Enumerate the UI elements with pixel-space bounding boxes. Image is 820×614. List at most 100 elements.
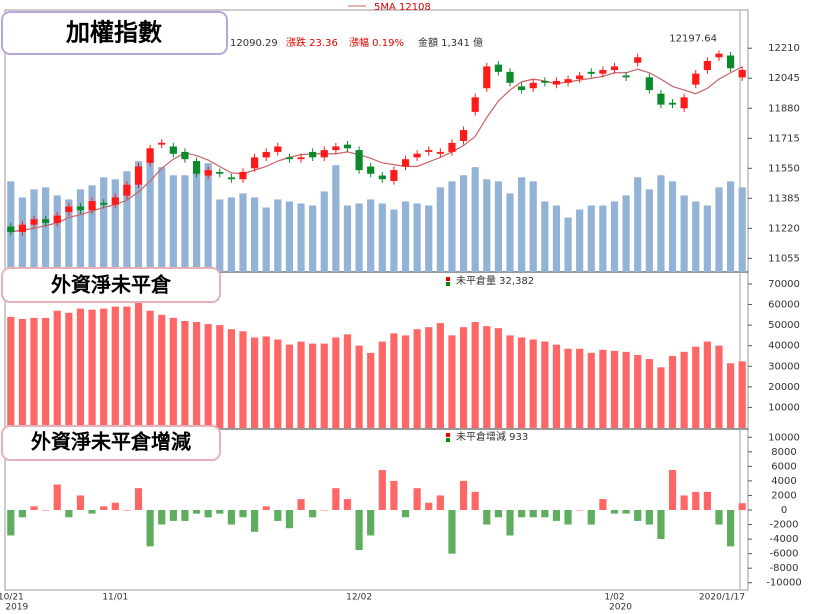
y-tick-label: 11055 bbox=[768, 253, 800, 264]
oi-bar bbox=[181, 320, 189, 428]
volume-bar bbox=[332, 165, 340, 272]
oi-bar bbox=[378, 341, 386, 428]
change-bar bbox=[622, 510, 630, 514]
candle-body bbox=[390, 170, 398, 182]
y-tick-label: 6000 bbox=[771, 461, 796, 472]
change-bar bbox=[65, 510, 73, 518]
candle-body bbox=[30, 219, 38, 225]
oi-bar bbox=[459, 327, 468, 428]
volume-bar bbox=[634, 177, 642, 272]
legend-swatch bbox=[446, 438, 450, 442]
candle-body bbox=[657, 93, 665, 105]
y-tick-label: 11715 bbox=[768, 133, 800, 144]
oi-bar bbox=[738, 361, 746, 428]
candle-body bbox=[645, 77, 653, 91]
oi-bar bbox=[587, 352, 595, 428]
change-bar bbox=[332, 488, 340, 510]
oi-bar bbox=[703, 341, 711, 428]
oi-bar bbox=[251, 337, 259, 428]
change-bar bbox=[378, 470, 386, 510]
change-bar bbox=[30, 506, 38, 510]
change-bar bbox=[680, 495, 688, 510]
header-change: 漲跌 23.36 bbox=[286, 36, 338, 49]
y-tick-label: -4000 bbox=[769, 534, 798, 545]
change-bar bbox=[169, 510, 177, 521]
y-tick-label: 8000 bbox=[771, 447, 796, 458]
volume-bar bbox=[227, 197, 235, 272]
oi-bar bbox=[634, 354, 642, 428]
volume-bar bbox=[262, 207, 270, 272]
candle-body bbox=[111, 197, 119, 205]
change-bar bbox=[274, 510, 282, 521]
volume-bar bbox=[111, 179, 119, 272]
change-bar bbox=[134, 488, 143, 510]
oi-bar bbox=[53, 310, 61, 428]
change-bar bbox=[645, 510, 653, 525]
change-bar bbox=[715, 510, 723, 525]
candle-body bbox=[332, 146, 340, 151]
volume-bar bbox=[448, 181, 456, 272]
volume-bar bbox=[506, 193, 514, 272]
volume-bar bbox=[645, 189, 653, 272]
panel-title: 加權指數 bbox=[66, 18, 162, 47]
oi-bar bbox=[401, 335, 410, 428]
x-tick-label: 2020/1/17 bbox=[699, 593, 745, 603]
volume-bar bbox=[680, 195, 688, 272]
oi-bar bbox=[622, 351, 630, 428]
x-tick-label: 11/01 bbox=[102, 593, 128, 603]
volume-bar bbox=[518, 177, 526, 272]
change-bar bbox=[413, 488, 421, 510]
change-bar bbox=[7, 510, 15, 536]
volume-bar bbox=[123, 171, 131, 272]
oi-bar bbox=[123, 306, 131, 428]
y-tick-label: 4000 bbox=[771, 476, 796, 487]
oi-bar bbox=[42, 317, 50, 428]
oi-bar bbox=[262, 336, 270, 428]
oi-bar bbox=[111, 306, 119, 428]
y-tick-label: 30000 bbox=[768, 361, 800, 372]
change-bar bbox=[216, 510, 224, 514]
candle-body bbox=[401, 159, 410, 167]
title-box bbox=[1, 267, 221, 303]
change-bar bbox=[239, 510, 247, 518]
volume-bar bbox=[425, 205, 433, 272]
candle-body bbox=[239, 171, 247, 180]
legend-label: 5MA 12108 bbox=[374, 2, 431, 13]
candle-body bbox=[367, 166, 375, 174]
y-tick-label: 60000 bbox=[768, 300, 800, 311]
volume-bar bbox=[251, 197, 259, 272]
volume-bar bbox=[390, 209, 398, 272]
oi-bar bbox=[668, 355, 677, 428]
change-bar bbox=[541, 510, 549, 518]
candle-body bbox=[425, 150, 433, 152]
oi-bar bbox=[564, 348, 572, 428]
x-tick-label: 1/02 bbox=[604, 593, 624, 603]
candle-body bbox=[715, 53, 723, 58]
y-tick-label: 2000 bbox=[771, 490, 796, 501]
oi-bar bbox=[30, 317, 38, 428]
x-tick-label: 10/21 bbox=[0, 593, 24, 603]
oi-bar bbox=[448, 335, 456, 428]
oi-bar bbox=[576, 348, 584, 428]
change-bar bbox=[471, 491, 479, 510]
oi-bar bbox=[320, 343, 328, 428]
oi-bar bbox=[332, 337, 340, 428]
change-bar bbox=[436, 495, 444, 510]
change-bar bbox=[320, 510, 328, 511]
candle-body bbox=[262, 151, 270, 158]
oi-bar bbox=[692, 346, 700, 428]
candle-body bbox=[204, 170, 212, 176]
title-box bbox=[1, 11, 228, 55]
change-bar bbox=[726, 510, 735, 547]
oi-bar bbox=[343, 334, 352, 428]
volume-bar bbox=[309, 205, 317, 272]
y-tick-label: 70000 bbox=[768, 279, 800, 290]
volume-bar bbox=[587, 205, 595, 272]
candle-body bbox=[576, 75, 584, 80]
candle-body bbox=[134, 166, 143, 185]
volume-bar bbox=[541, 201, 549, 272]
y-tick-label: 40000 bbox=[768, 341, 800, 352]
candle-body bbox=[552, 80, 561, 85]
x-tick-label: 12/02 bbox=[346, 593, 372, 603]
volume-bar bbox=[239, 193, 247, 272]
